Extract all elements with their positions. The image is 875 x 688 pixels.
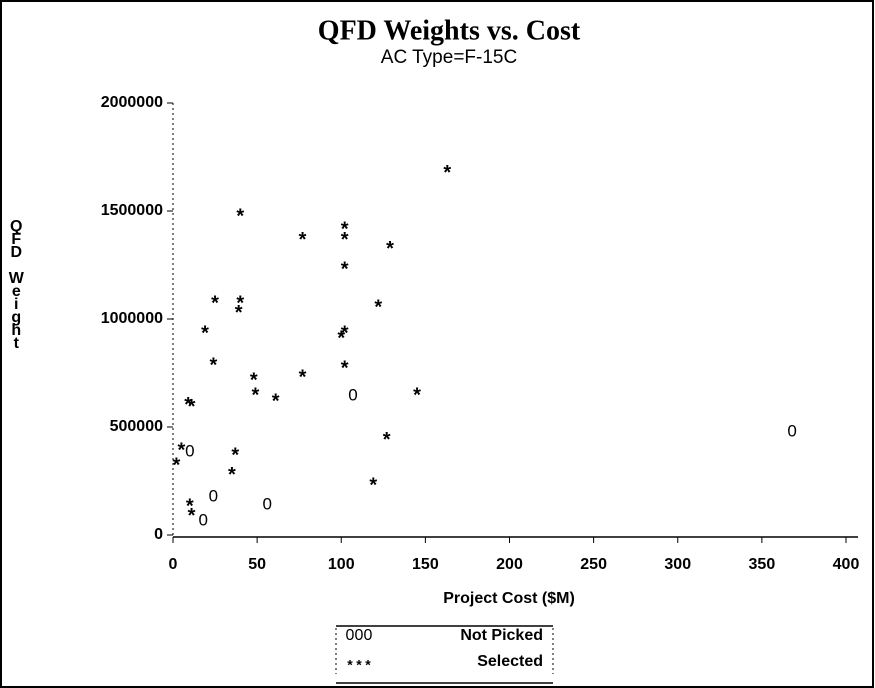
point: * <box>337 327 345 349</box>
point: * <box>341 258 349 280</box>
legend-marker: * <box>356 657 362 673</box>
point: * <box>413 384 421 406</box>
point: * <box>236 292 244 314</box>
x-tick-label: 250 <box>580 556 607 573</box>
point: 0 <box>348 385 357 404</box>
point: * <box>235 302 243 324</box>
x-tick-label: 350 <box>749 556 776 573</box>
legend-marker: 0 <box>355 627 364 644</box>
point: 0 <box>199 510 208 529</box>
point: 0 <box>209 486 218 505</box>
point: * <box>383 429 391 451</box>
point: * <box>341 229 349 251</box>
y-tick-label: 2000000 <box>101 94 163 111</box>
x-axis-label: Project Cost ($M) <box>443 590 575 607</box>
point: * <box>299 366 307 388</box>
point: * <box>341 322 349 344</box>
point: * <box>369 474 377 496</box>
point: * <box>188 505 196 527</box>
legend-label: Selected <box>477 653 543 670</box>
y-axis-label: QFD Weight <box>7 218 24 348</box>
legend-marker: * <box>347 657 353 673</box>
point: * <box>209 354 217 376</box>
point: * <box>236 205 244 227</box>
y-tick-label: 0 <box>154 526 163 543</box>
point: * <box>341 357 349 379</box>
point: * <box>252 384 260 406</box>
point: 0 <box>185 442 194 461</box>
point: * <box>250 369 258 391</box>
legend-marker: * <box>365 657 371 673</box>
x-tick-label: 200 <box>496 556 523 573</box>
point: * <box>184 394 192 416</box>
point: * <box>231 444 239 466</box>
legend-label: Not Picked <box>460 627 543 644</box>
y-tick-label: 1500000 <box>101 202 163 219</box>
point: * <box>201 322 209 344</box>
legend-marker: 0 <box>364 627 373 644</box>
x-tick-label: 0 <box>169 556 178 573</box>
point: * <box>299 229 307 251</box>
x-tick-label: 150 <box>412 556 439 573</box>
x-tick-label: 50 <box>248 556 266 573</box>
x-tick-label: 400 <box>833 556 860 573</box>
point: * <box>172 454 180 476</box>
legend-marker: 0 <box>346 627 355 644</box>
point: * <box>443 162 451 184</box>
point: * <box>188 396 196 418</box>
point: * <box>341 218 349 240</box>
point: * <box>374 296 382 318</box>
x-tick-label: 100 <box>328 556 355 573</box>
point: * <box>272 390 280 412</box>
point: * <box>178 439 186 461</box>
point: * <box>386 238 394 260</box>
x-tick-label: 300 <box>664 556 691 573</box>
point: * <box>211 292 219 314</box>
point: * <box>186 495 194 517</box>
y-tick-label: 1000000 <box>101 310 163 327</box>
chart-subtitle: AC Type=F-15C <box>381 47 517 68</box>
point: 0 <box>262 494 271 513</box>
chart-title: QFD Weights vs. Cost <box>318 15 581 46</box>
point: 0 <box>787 421 796 440</box>
point: * <box>228 464 236 486</box>
y-tick-label: 500000 <box>110 418 163 435</box>
